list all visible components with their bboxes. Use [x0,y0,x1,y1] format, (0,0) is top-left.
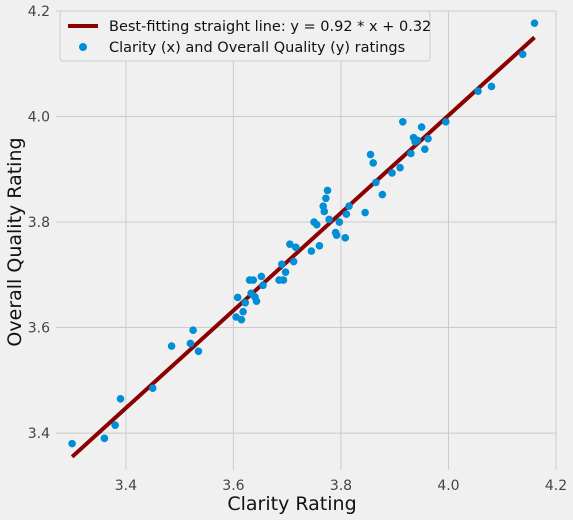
scatter-point [421,145,429,153]
scatter-point [418,123,426,131]
scatter-point [372,179,380,187]
x-axis-label: Clarity Rating [227,493,356,515]
scatter-point [117,395,125,403]
x-tick-label: 3.8 [330,478,352,494]
y-tick-label: 3.8 [28,215,50,231]
scatter-point [396,164,404,172]
scatter-point [316,242,324,250]
scatter-point [388,169,396,177]
scatter-point [149,384,157,392]
y-axis-label: Overall Quality Rating [4,137,26,346]
scatter-point [187,340,195,348]
x-tick-label: 4.2 [545,478,567,494]
y-tick-labels: 3.4 3.6 3.8 4.0 4.2 [28,4,50,442]
scatter-point [258,273,266,281]
scatter-point [531,19,539,27]
scatter-point [324,187,332,195]
scatter-point [474,87,482,95]
scatter-point [322,194,330,202]
scatter-point [239,308,247,316]
scatter-point [413,136,421,144]
x-tick-labels: 3.4 3.6 3.8 4.0 4.2 [115,478,567,494]
scatter-point [234,294,242,302]
scatter-point [259,282,267,290]
scatter-point [341,234,349,242]
y-tick-label: 4.2 [28,4,50,20]
scatter-point [290,258,298,266]
scatter-points [68,19,538,447]
scatter-point [407,150,415,158]
scatter-point [282,268,290,276]
scatter-point [238,316,246,324]
fit-line-layer [72,37,534,456]
scatter-point [195,347,203,355]
legend-scatter-label: Clarity (x) and Overall Quality (y) rati… [109,40,405,56]
y-tick-label: 3.6 [28,321,50,337]
scatter-point [292,244,300,252]
x-tick-label: 3.4 [115,478,137,494]
scatter-point [336,218,344,226]
scatter-point [488,83,496,91]
scatter-point [189,326,197,334]
scatter-point [308,247,316,255]
fit-line [72,37,534,456]
scatter-point [361,209,369,217]
scatter-point [320,208,328,216]
x-tick-label: 4.0 [437,478,459,494]
scatter-point [313,221,321,229]
scatter-point [424,135,432,143]
scatter-point [101,435,109,443]
scatter-point [369,159,377,167]
scatter-point [343,210,351,218]
scatter-point [68,440,76,448]
scatter-point [253,297,261,305]
y-tick-label: 4.0 [28,110,50,126]
scatter-point [111,421,119,429]
scatter-point [168,342,176,350]
legend-scatter-swatch [79,43,87,51]
scatter-point [442,118,450,126]
scatter-point [250,276,258,284]
scatter-point [280,276,288,284]
scatter-point [379,191,387,199]
scatter-point [367,151,375,159]
scatter-point [399,118,407,126]
y-tick-label: 3.4 [28,426,50,442]
scatter-point [325,216,333,224]
scatter-point [345,202,353,210]
legend-line-label: Best-fitting straight line: y = 0.92 * x… [109,19,431,35]
legend: Best-fitting straight line: y = 0.92 * x… [60,11,431,61]
scatter-point [278,260,286,268]
x-tick-label: 3.6 [222,478,244,494]
scatter-point [519,50,527,58]
scatter-point [333,231,341,239]
scatter-point [241,299,249,307]
